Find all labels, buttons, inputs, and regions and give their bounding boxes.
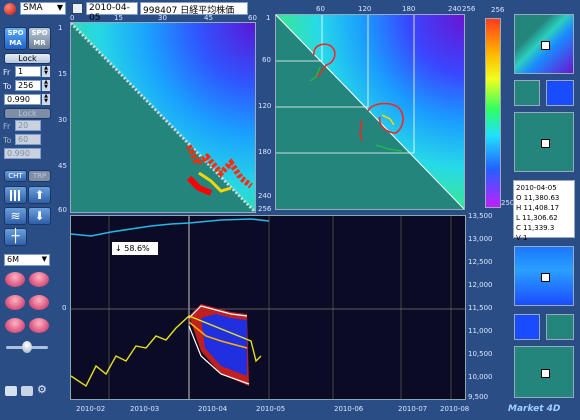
wave-icon: ≋ (10, 209, 21, 223)
spo-mr-button[interactable]: SPO MR (28, 27, 51, 50)
bars-chart-button[interactable] (4, 186, 27, 204)
tab-trp[interactable]: TRP (28, 170, 51, 182)
slider-handle[interactable] (22, 341, 32, 353)
stat-close: C 11,339.3 (516, 224, 555, 232)
thumb-marker (541, 139, 550, 148)
thumb-marker (541, 273, 550, 282)
thumb-marker (541, 369, 550, 378)
thumb-marker (541, 41, 550, 50)
tab-cht[interactable]: CHT (4, 170, 27, 182)
drop-annotation: ↓ 58.6% (112, 242, 158, 255)
bars-icon (10, 190, 22, 201)
stat-high: H 11,408.17 (516, 204, 560, 212)
crosshair-icon: ┼ (11, 229, 20, 244)
fr2-field[interactable]: 20 (15, 120, 41, 131)
thumb-heatmap-1[interactable] (514, 14, 574, 74)
rotate-right-button[interactable] (29, 318, 49, 333)
thumb-right-2[interactable] (546, 314, 574, 340)
indicator-select[interactable]: SMA ▼ (20, 2, 66, 15)
date-field[interactable]: 2010-04-05 (86, 2, 138, 23)
fr-stepper[interactable]: ▲ ▼ (42, 66, 50, 77)
lock-button[interactable]: Lock (4, 53, 51, 64)
brand-logo: Market 4D (508, 404, 561, 414)
arrow-down-icon: ⬇ (34, 209, 45, 223)
zoom-out-button[interactable] (29, 272, 49, 287)
thumb-right[interactable] (546, 80, 574, 106)
arrow-down-button[interactable]: ⬇ (28, 207, 51, 225)
ratio2-field[interactable]: 0.990 (4, 148, 41, 159)
to-field[interactable]: 256 (15, 80, 41, 91)
rotate-left-button[interactable] (5, 318, 25, 333)
to-label: To (3, 82, 12, 91)
color-scale-bar (485, 18, 501, 208)
ratio-stepper[interactable]: ▲ ▼ (42, 94, 50, 105)
thumb-heatmap-3[interactable] (514, 246, 574, 306)
thumb-left[interactable] (514, 80, 540, 106)
ohlc-panel: 2010-04-05 O 11,380.63 H 11,408.17 L 11,… (513, 180, 575, 242)
arrow-up-button[interactable]: ⬆ (28, 186, 51, 204)
folder-icon[interactable] (5, 386, 17, 396)
fr2-label: Fr (3, 122, 11, 131)
period-select[interactable]: 6M ▼ (4, 254, 50, 266)
spo-ma-button[interactable]: SPO MA (4, 27, 27, 50)
chevron-down-icon: ▼ (56, 3, 63, 12)
crosshair-button[interactable]: ┼ (4, 228, 27, 246)
heatmap-short-term[interactable] (70, 22, 256, 213)
chevron-down-icon: ▼ (41, 255, 47, 263)
thumb-heatmap-4[interactable] (514, 346, 574, 398)
fr-field[interactable]: 1 (15, 66, 41, 77)
ratio-field[interactable]: 0.990 (4, 94, 41, 105)
zoom-in-button[interactable] (5, 272, 25, 287)
symbol-field[interactable]: 998407 日経平均株価 (140, 2, 248, 16)
record-icon[interactable] (4, 3, 16, 15)
settings-icon[interactable]: ⚙ (37, 383, 47, 396)
lock2-button[interactable]: Lock (4, 108, 51, 119)
thumb-heatmap-2[interactable] (514, 112, 574, 172)
heatmap-long-term[interactable] (275, 14, 465, 210)
stat-low: L 11,306.62 (516, 214, 558, 222)
to-stepper[interactable]: ▲ ▼ (42, 80, 50, 91)
to2-label: To (3, 136, 12, 145)
pan-left-button[interactable] (5, 295, 25, 310)
fr-label: Fr (3, 68, 11, 77)
thumb-left-2[interactable] (514, 314, 540, 340)
to2-field[interactable]: 60 (15, 134, 41, 145)
calendar-icon[interactable] (72, 3, 83, 14)
stat-open: O 11,380.63 (516, 194, 560, 202)
wave-button[interactable]: ≋ (4, 207, 27, 225)
arrow-up-icon: ⬆ (34, 188, 45, 202)
camera-icon[interactable] (21, 386, 33, 396)
stat-volume: V 1 (516, 234, 528, 242)
pan-right-button[interactable] (29, 295, 49, 310)
stat-date: 2010-04-05 (516, 184, 557, 192)
